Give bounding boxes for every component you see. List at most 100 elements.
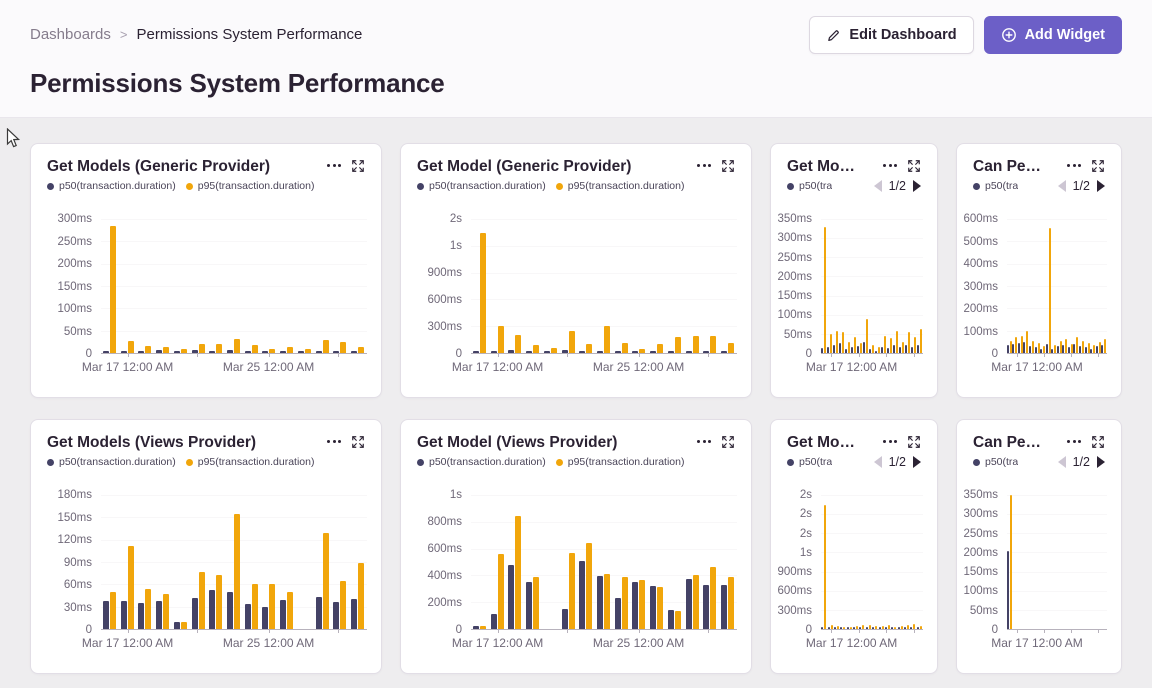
bar-p95 — [913, 624, 916, 629]
widget-pager: 1/2 — [873, 455, 921, 469]
bar-p95 — [1009, 340, 1012, 353]
legend-item[interactable]: p50(transaction.duration) — [47, 456, 176, 468]
y-axis-labels: 350ms 300ms 250ms 200ms 150ms 100ms 50ms 0 — [771, 213, 821, 360]
widget-expand-button expand-icon[interactable] — [351, 159, 365, 173]
legend-item[interactable]: p50(transaction.duration) — [417, 180, 546, 192]
legend-item[interactable]: p50(tra — [787, 180, 832, 192]
x-axis-tick — [127, 629, 129, 633]
widget-header: Get Mo… — [771, 420, 937, 452]
add-widget-label: Add Widget — [1024, 27, 1105, 43]
gridline — [821, 552, 923, 553]
legend-item[interactable]: p50(transaction.duration) — [47, 180, 176, 192]
legend-label: p50(transaction.duration) — [429, 456, 546, 468]
bar-p95 — [251, 345, 258, 353]
bar-p95 — [674, 610, 681, 629]
bar-p95 — [586, 542, 593, 629]
x-axis-label: Mar 17 12:00 AM — [991, 360, 1083, 374]
y-axis-tick-label: 250ms — [57, 235, 92, 248]
widget-menu-button ellipsis-icon[interactable] — [883, 434, 897, 449]
plot-area[interactable]: Mar 17 12:00 AM Mar 25 12:00 AM — [82, 495, 367, 650]
bar-p95 — [216, 344, 223, 353]
add-widget-button[interactable]: Add Widget — [983, 16, 1122, 54]
widget-menu-button ellipsis-icon[interactable] — [883, 158, 897, 173]
widget-expand-button expand-icon[interactable] — [721, 159, 735, 173]
y-axis-tick-label: 600ms — [427, 294, 462, 306]
x-axis-tick — [1071, 629, 1072, 633]
legend-item[interactable]: p95(transaction.duration) — [185, 456, 315, 468]
widget-menu-button ellipsis-icon[interactable] — [1067, 158, 1081, 173]
x-axis-label: Mar 17 12:00 AM — [81, 360, 174, 374]
bar-p95 — [109, 591, 116, 629]
gridline — [821, 276, 923, 277]
gridline — [821, 238, 923, 239]
bar-p95 — [304, 349, 311, 353]
widget-title: Get Models (Generic Provider) — [47, 158, 271, 175]
bar-p95 — [907, 624, 910, 629]
plot-area[interactable]: Mar 17 12:00 AM Mar 25 12:00 AM — [82, 219, 367, 374]
next-arrow-icon[interactable] — [1097, 456, 1105, 468]
x-axis-label: Mar 25 12:00 AM — [592, 636, 685, 650]
bar-p50 — [1079, 346, 1081, 353]
y-axis-tick-label: 350ms — [963, 489, 998, 501]
legend-item[interactable]: p95(transaction.duration) — [555, 180, 685, 192]
y-axis-labels: 600ms 500ms 400ms 300ms 200ms 100ms 0 — [957, 213, 1007, 360]
bar-p95 — [180, 349, 187, 353]
widget-menu-button ellipsis-icon[interactable] — [697, 434, 711, 449]
bar-p95 — [848, 341, 850, 353]
widget-menu-button ellipsis-icon[interactable] — [327, 434, 341, 449]
edit-dashboard-button[interactable]: Edit Dashboard — [809, 16, 974, 54]
bar-p95 — [358, 346, 365, 353]
legend-item[interactable]: p95(transaction.duration) — [555, 456, 685, 468]
widget-menu-button ellipsis-icon[interactable] — [1067, 434, 1081, 449]
widget-menu-button ellipsis-icon[interactable] — [697, 158, 711, 173]
widget-expand-button expand-icon[interactable] — [351, 435, 365, 449]
breadcrumb-dashboards-link[interactable]: Dashboards — [30, 26, 111, 43]
plot-area[interactable]: Mar 17 12:00 AM — [991, 219, 1107, 374]
prev-arrow-icon[interactable] — [873, 456, 882, 468]
plot-area[interactable]: Mar 17 12:00 AM — [991, 495, 1107, 650]
legend-item[interactable]: p50(transaction.duration) — [417, 456, 546, 468]
next-arrow-icon[interactable] — [1097, 180, 1105, 192]
x-axis-tick — [1044, 353, 1045, 357]
widget-expand-button expand-icon[interactable] — [1091, 435, 1105, 449]
bar-p95 — [829, 333, 832, 353]
bar-p50 — [667, 351, 674, 353]
widget-expand-button expand-icon[interactable] — [907, 435, 921, 449]
plot-area[interactable]: Mar 17 12:00 AM — [806, 219, 923, 374]
widget-expand-button expand-icon[interactable] — [907, 159, 921, 173]
widget-expand-button expand-icon[interactable] — [1091, 159, 1105, 173]
bar-p95 — [835, 330, 838, 353]
prev-arrow-icon[interactable] — [1057, 456, 1066, 468]
legend-item[interactable]: p50(tra — [973, 180, 1018, 192]
widget-menu-button ellipsis-icon[interactable] — [327, 158, 341, 173]
y-axis-tick-label: 1s — [449, 489, 462, 501]
widget-actions — [1059, 434, 1105, 449]
widget-chart: 350ms 300ms 250ms 200ms 150ms 100ms 50ms 0 Mar 1… — [957, 489, 1121, 650]
bar-p50 — [840, 627, 843, 629]
breadcrumb-separator: > — [119, 27, 128, 42]
bar-p50 — [315, 597, 322, 629]
y-axis-tick-label: 150ms — [963, 566, 998, 579]
bar-p50 — [1067, 347, 1070, 353]
prev-arrow-icon[interactable] — [1057, 180, 1066, 192]
plot-area[interactable]: Mar 17 12:00 AM Mar 25 12:00 AM — [452, 219, 737, 374]
gridline — [1007, 495, 1107, 496]
plot-area[interactable]: Mar 17 12:00 AM — [806, 495, 923, 650]
y-axis-tick-label: 400ms — [427, 570, 462, 582]
y-axis-tick-label: 250ms — [777, 251, 812, 264]
widget-legend: p50(transaction.duration) p95(transaction… — [401, 176, 751, 193]
bar-p95 — [856, 625, 859, 629]
x-axis-tick — [1098, 629, 1099, 633]
next-arrow-icon[interactable] — [913, 180, 921, 192]
legend-item[interactable]: p95(transaction.duration) — [185, 180, 315, 192]
widget-legend: p50(tra 1/2 — [771, 176, 937, 193]
legend-item[interactable]: p50(tra — [973, 456, 1018, 468]
plot-area[interactable]: Mar 17 12:00 AM Mar 25 12:00 AM — [452, 495, 737, 650]
legend-item[interactable]: p50(tra — [787, 456, 832, 468]
prev-arrow-icon[interactable] — [873, 180, 882, 192]
widget-expand-button expand-icon[interactable] — [721, 435, 735, 449]
y-axis-tick-label: 0 — [805, 624, 812, 636]
y-axis-tick-label: 30ms — [63, 601, 92, 614]
y-axis-tick-label: 2s — [799, 508, 812, 521]
next-arrow-icon[interactable] — [913, 456, 921, 468]
